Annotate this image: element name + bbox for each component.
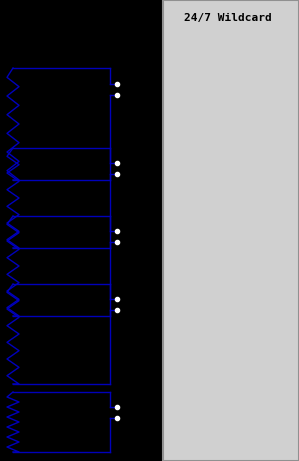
Text: 24/7 Wildcard: 24/7 Wildcard [184, 13, 272, 23]
Text: 14: 14 [150, 407, 161, 416]
Text: 22: 22 [150, 163, 161, 172]
Text: 11: 11 [150, 84, 161, 93]
Text: 9: 9 [156, 19, 161, 28]
Text: 13: 13 [150, 418, 161, 427]
Text: 20: 20 [150, 231, 161, 240]
Text: 24: 24 [150, 95, 161, 104]
Text: 16: 16 [150, 303, 161, 312]
Bar [163, 0, 299, 461]
Text: 15: 15 [150, 429, 161, 438]
Text: 18: 18 [150, 267, 161, 276]
Text: 7: 7 [155, 8, 161, 17]
